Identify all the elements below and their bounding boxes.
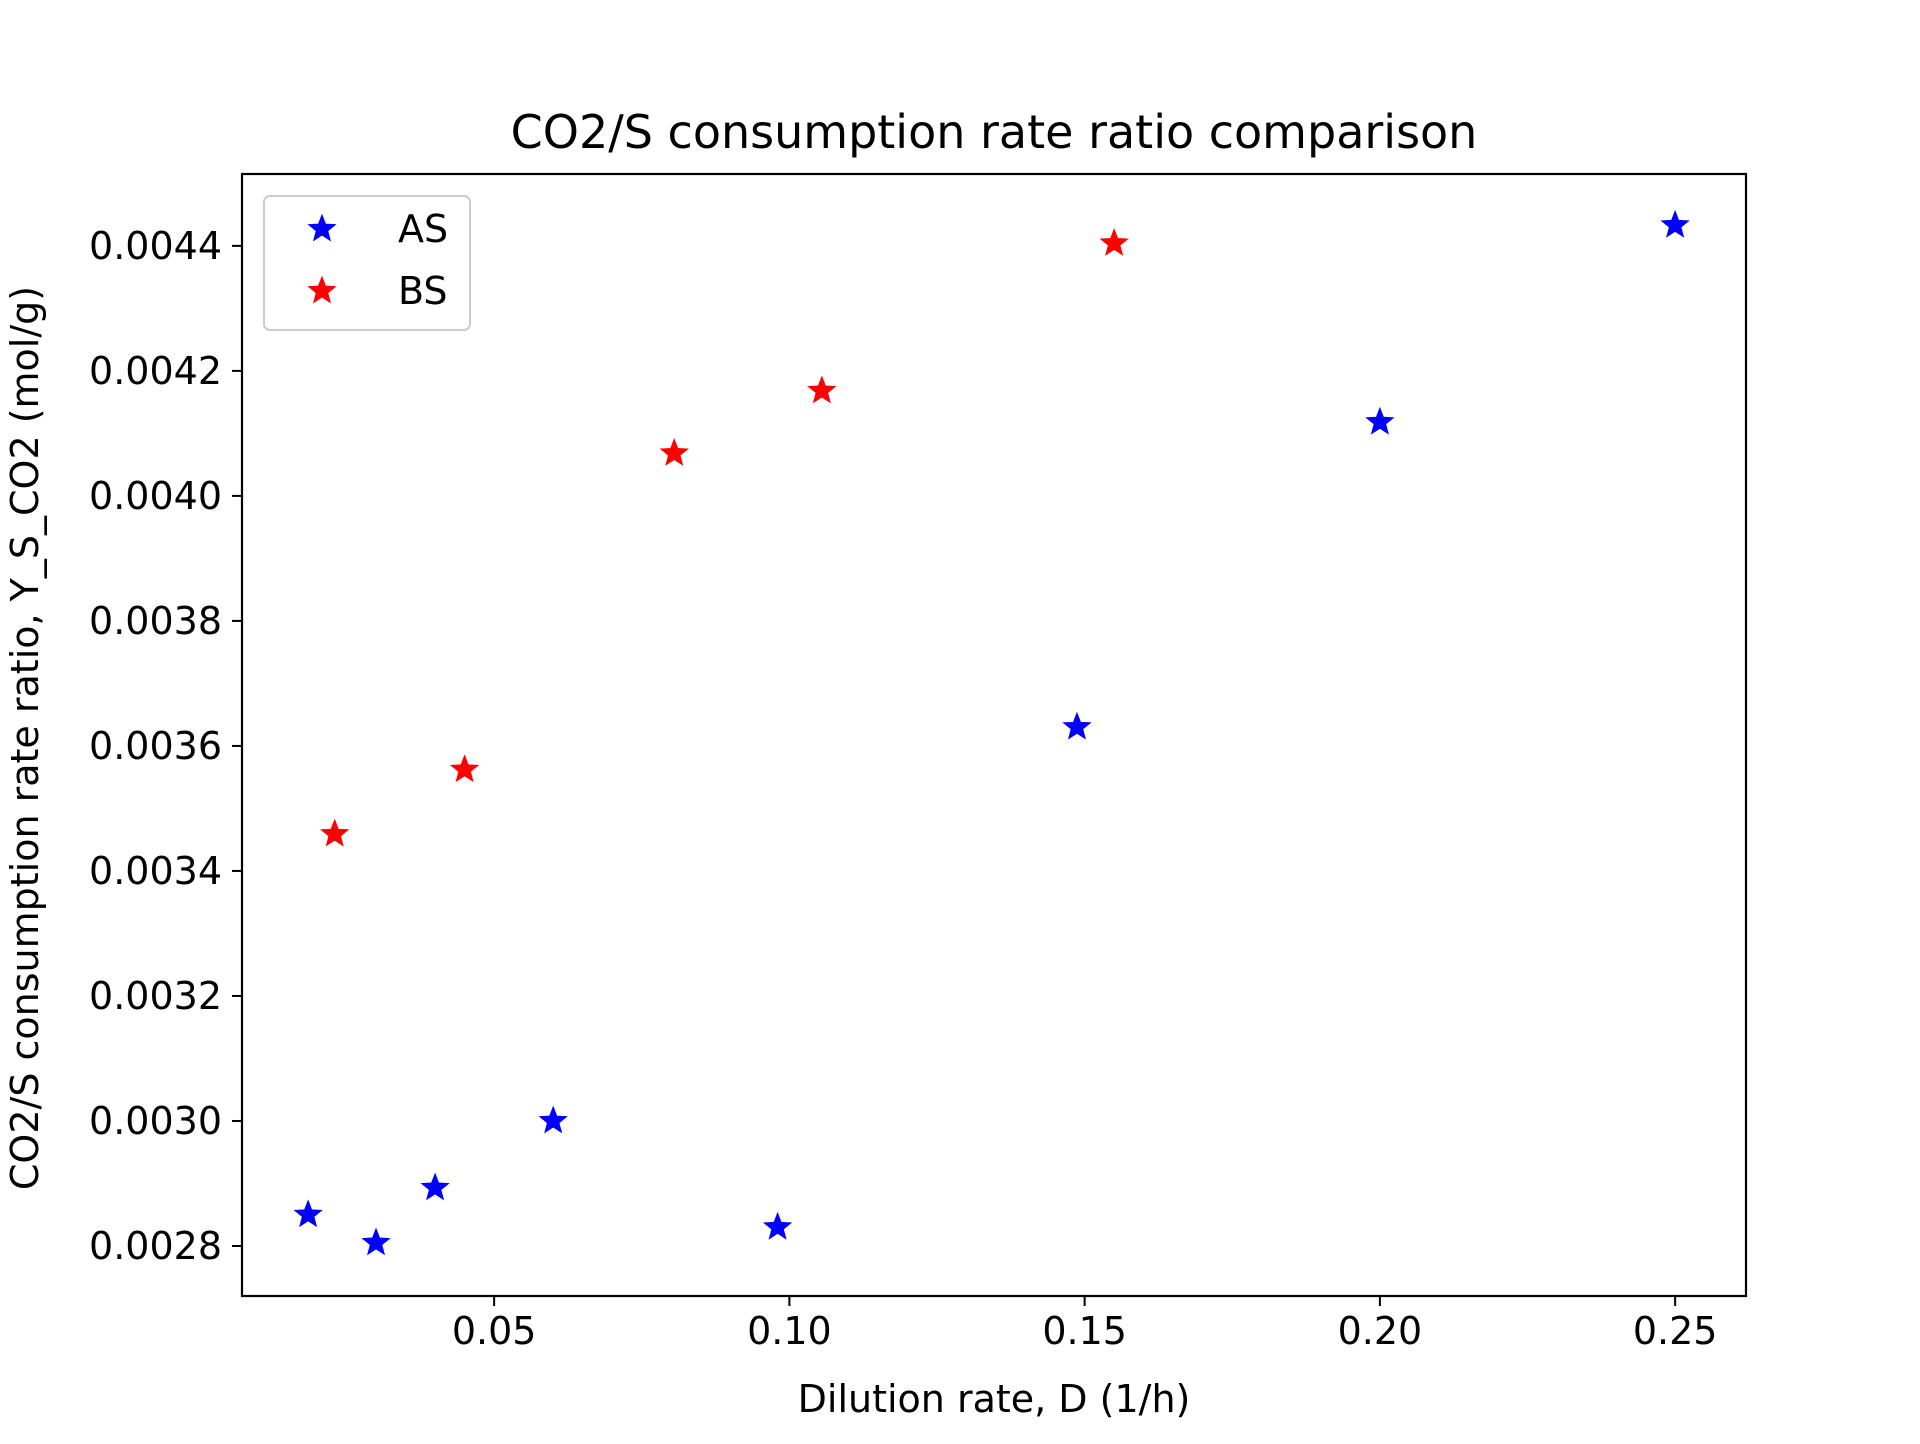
legend-marker-bs xyxy=(307,275,337,304)
data-point-bs xyxy=(449,754,480,783)
x-tick-label: 0.20 xyxy=(1338,1309,1423,1353)
data-point-as xyxy=(762,1211,793,1240)
y-tick-label: 0.0038 xyxy=(89,599,222,643)
data-point-as xyxy=(420,1172,450,1201)
y-tick-label: 0.0040 xyxy=(89,474,222,518)
plot-area xyxy=(293,209,1690,1256)
legend: AS BS xyxy=(263,195,471,331)
data-point-bs xyxy=(807,375,837,404)
data-point-as xyxy=(538,1105,568,1134)
series-bs xyxy=(320,227,1129,847)
x-tick-label: 0.10 xyxy=(747,1309,832,1353)
data-point-bs xyxy=(320,818,350,847)
chart-title: CO2/S consumption rate ratio comparison xyxy=(511,105,1478,159)
data-point-bs xyxy=(1099,227,1129,256)
x-tick-label: 0.05 xyxy=(452,1309,537,1353)
axes: 0.05 0.10 0.15 0.20 0.25 0.0028 0.0030 0.0032 0.… xyxy=(89,172,1748,1353)
data-point-as xyxy=(1660,209,1690,238)
y-axis-title: CO2/S consumption rate ratio, Y_S_CO2 (m… xyxy=(3,286,47,1190)
data-point-bs xyxy=(659,438,689,466)
x-axis-title: Dilution rate, D (1/h) xyxy=(798,1377,1191,1421)
legend-label-as: AS xyxy=(398,207,448,251)
legend-marker-as xyxy=(307,213,337,242)
y-tick-label: 0.0036 xyxy=(89,724,222,768)
data-point-as xyxy=(361,1227,391,1256)
data-point-as xyxy=(1365,406,1395,435)
y-tick-label: 0.0032 xyxy=(89,974,222,1018)
y-tick-label: 0.0042 xyxy=(89,349,222,393)
data-point-as xyxy=(293,1199,323,1228)
y-tick-label: 0.0030 xyxy=(89,1099,222,1143)
data-point-as xyxy=(1062,711,1092,740)
y-tick-label: 0.0034 xyxy=(89,849,222,893)
plot-frame xyxy=(240,172,1748,1298)
x-tick-label: 0.15 xyxy=(1042,1309,1127,1353)
y-tick-label: 0.0044 xyxy=(89,224,222,268)
y-tick-label: 0.0028 xyxy=(89,1224,222,1268)
legend-label-bs: BS xyxy=(398,269,448,313)
series-as xyxy=(293,209,1690,1256)
x-tick-label: 0.25 xyxy=(1633,1309,1718,1353)
